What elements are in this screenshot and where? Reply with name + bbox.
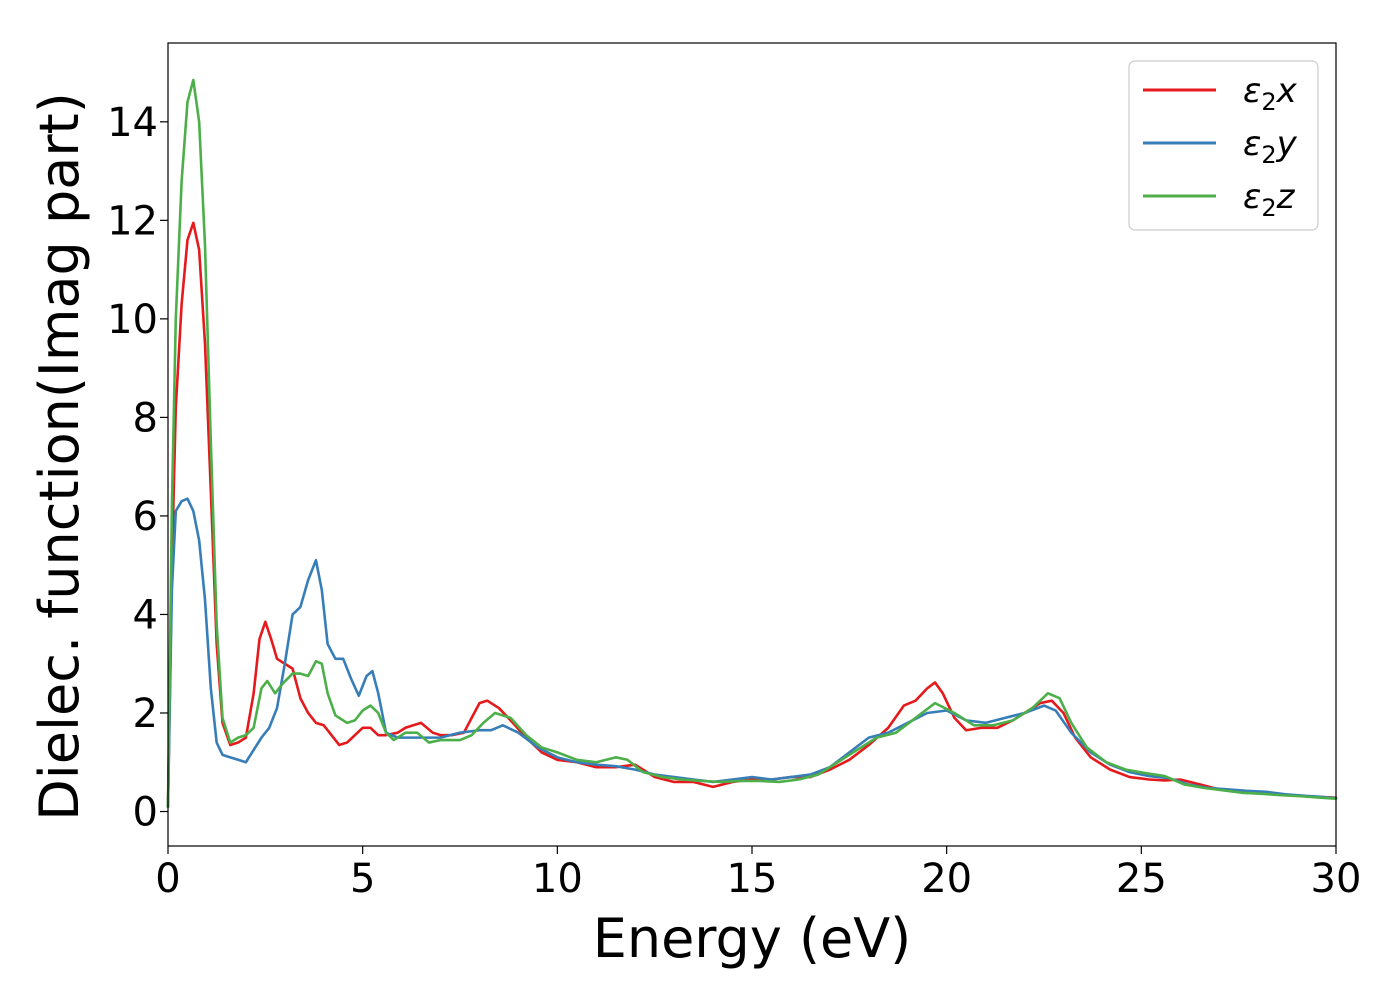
x-tick-label-2: 5 [350, 856, 375, 902]
y-tick-label-1: 0 [133, 790, 158, 836]
y-tick-label-7: 12 [107, 198, 158, 244]
y-tick-label-2: 2 [133, 691, 158, 737]
legend: ε2x ε2y ε2z [1128, 60, 1319, 231]
y-tick-label-6: 10 [107, 297, 158, 343]
y-tick-label-5: 8 [133, 395, 158, 441]
legend-label-1: ε2x [1243, 71, 1298, 116]
x-axis-label: Energy (eV) [593, 907, 912, 970]
x-tick-label-6: 25 [1116, 856, 1167, 902]
y-axis-label: Dielec. function(Imag part) [28, 92, 91, 821]
x-tick-label-3: 10 [532, 856, 583, 902]
series-layer [166, 78, 1338, 808]
y-tick-label-3: 4 [133, 592, 158, 638]
x-tick-label-1: 0 [155, 856, 180, 902]
x-tick-label-5: 20 [921, 856, 972, 902]
legend-box [1128, 60, 1319, 231]
y-axis-ticks: 0 2 4 6 8 10 12 14 [107, 100, 168, 836]
x-tick-label-4: 15 [727, 856, 778, 902]
y-tick-label-4: 6 [133, 494, 158, 540]
x-tick-label-7: 30 [1311, 856, 1362, 902]
y-tick-label-8: 14 [107, 100, 158, 146]
series-line-1 [166, 221, 1338, 808]
series-line-3 [166, 78, 1338, 808]
x-axis-ticks: 0 5 10 15 20 25 30 [155, 846, 1361, 902]
legend-label-2: ε2y [1243, 124, 1298, 169]
series-line-2 [166, 497, 1338, 808]
legend-label-3: ε2z [1243, 177, 1296, 222]
